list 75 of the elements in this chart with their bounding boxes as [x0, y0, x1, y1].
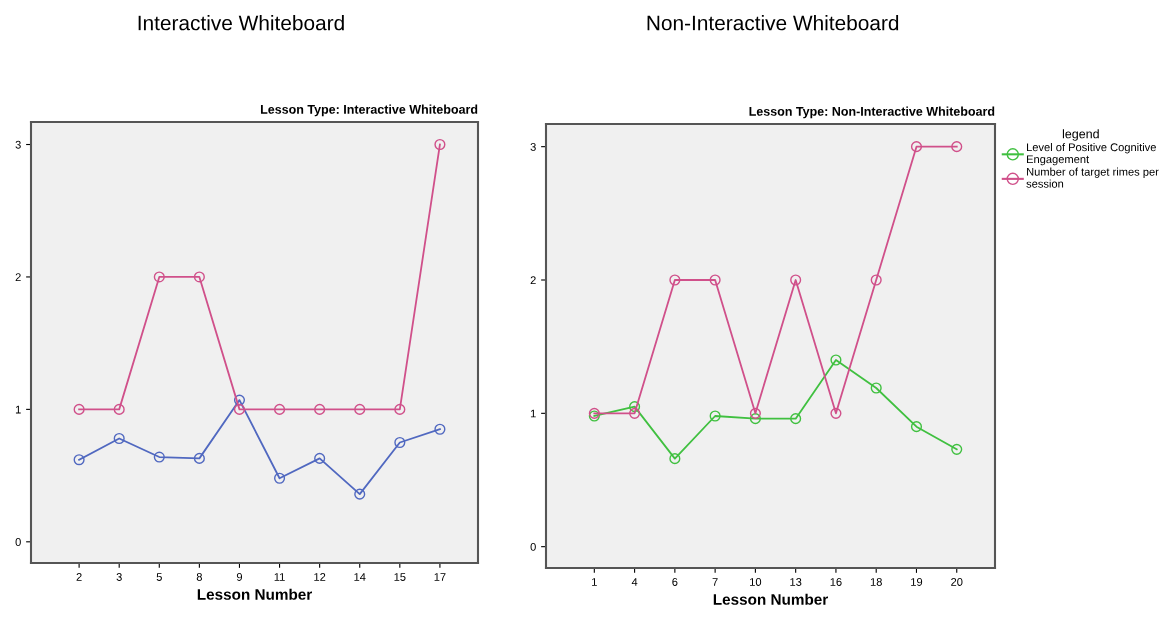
point — [314, 452, 326, 464]
point — [394, 403, 406, 415]
point — [273, 472, 286, 484]
x-tick-label: 20 — [951, 578, 963, 586]
point — [354, 488, 366, 500]
x-tick-label: 9 — [236, 573, 243, 581]
point — [669, 453, 681, 465]
x-tick-label: 10 — [750, 578, 762, 586]
x-tick-label: 8 — [196, 573, 202, 581]
x-tick-label: 17 — [434, 573, 446, 581]
x-tick-label: 4 — [631, 578, 638, 586]
x-tick-label: 7 — [712, 578, 718, 586]
point — [233, 394, 246, 406]
x-tick-label: 12 — [314, 573, 326, 581]
chart-subtitle: Lesson Type: Non-Interactive Whiteboard — [749, 106, 995, 119]
point — [951, 141, 963, 153]
legend-title: legend — [1062, 129, 1099, 141]
x-tick-label: 19 — [911, 578, 923, 586]
point — [830, 407, 842, 419]
y-tick-label: 3 — [15, 140, 21, 149]
point — [870, 274, 882, 286]
x-tick-label: 13 — [790, 578, 802, 586]
point — [749, 413, 761, 425]
chart-subtitle: Lesson Type: Interactive Whiteboard — [260, 104, 478, 117]
x-tick-label: 6 — [672, 578, 678, 586]
point — [830, 354, 842, 366]
point — [790, 413, 802, 425]
point — [233, 403, 246, 415]
point — [709, 274, 721, 286]
y-tick-label: 3 — [530, 142, 536, 151]
chart-title: Interactive Whiteboard — [138, 15, 344, 31]
x-tick-label: 18 — [870, 578, 882, 586]
x-tick-label: 3 — [116, 573, 122, 581]
point — [113, 432, 125, 445]
point — [669, 274, 681, 286]
x-tick-label: 14 — [354, 573, 366, 581]
point — [870, 382, 882, 394]
point — [709, 410, 721, 422]
y-tick-label: 1 — [530, 409, 536, 418]
y-tick-label: 2 — [530, 276, 536, 285]
x-tick-label: 15 — [394, 573, 406, 581]
point — [629, 401, 641, 413]
legend-label: Level of Positive Cognitive Engagement — [1027, 143, 1156, 166]
point — [73, 403, 85, 415]
y-tick-label: 1 — [15, 405, 21, 414]
chart-title: Non-Interactive Whiteboard — [647, 15, 899, 31]
point — [153, 451, 165, 463]
point — [273, 403, 286, 415]
point — [193, 452, 205, 464]
point — [394, 436, 406, 449]
point — [749, 407, 761, 419]
y-tick-label: 0 — [530, 542, 536, 551]
x-axis-title: Lesson Number — [713, 593, 828, 605]
point — [434, 138, 446, 151]
point — [629, 407, 641, 419]
point — [314, 403, 326, 415]
y-tick-label: 2 — [15, 273, 21, 281]
point — [113, 403, 125, 415]
y-tick-label: 0 — [15, 538, 21, 546]
point — [193, 271, 205, 283]
legend-label: Number of target rimes per session — [1026, 167, 1159, 188]
x-tick-label: 11 — [274, 573, 285, 581]
point — [153, 271, 165, 283]
point — [910, 421, 923, 433]
x-tick-label: 5 — [156, 573, 162, 581]
point — [910, 141, 923, 153]
x-tick-label: 2 — [76, 573, 82, 581]
point — [434, 423, 446, 435]
x-axis-title: Lesson Number — [197, 588, 312, 600]
point — [73, 454, 85, 466]
point — [354, 403, 366, 415]
point — [951, 443, 963, 455]
point — [790, 274, 802, 286]
x-tick-label: 1 — [592, 578, 597, 586]
x-tick-label: 16 — [830, 578, 842, 586]
